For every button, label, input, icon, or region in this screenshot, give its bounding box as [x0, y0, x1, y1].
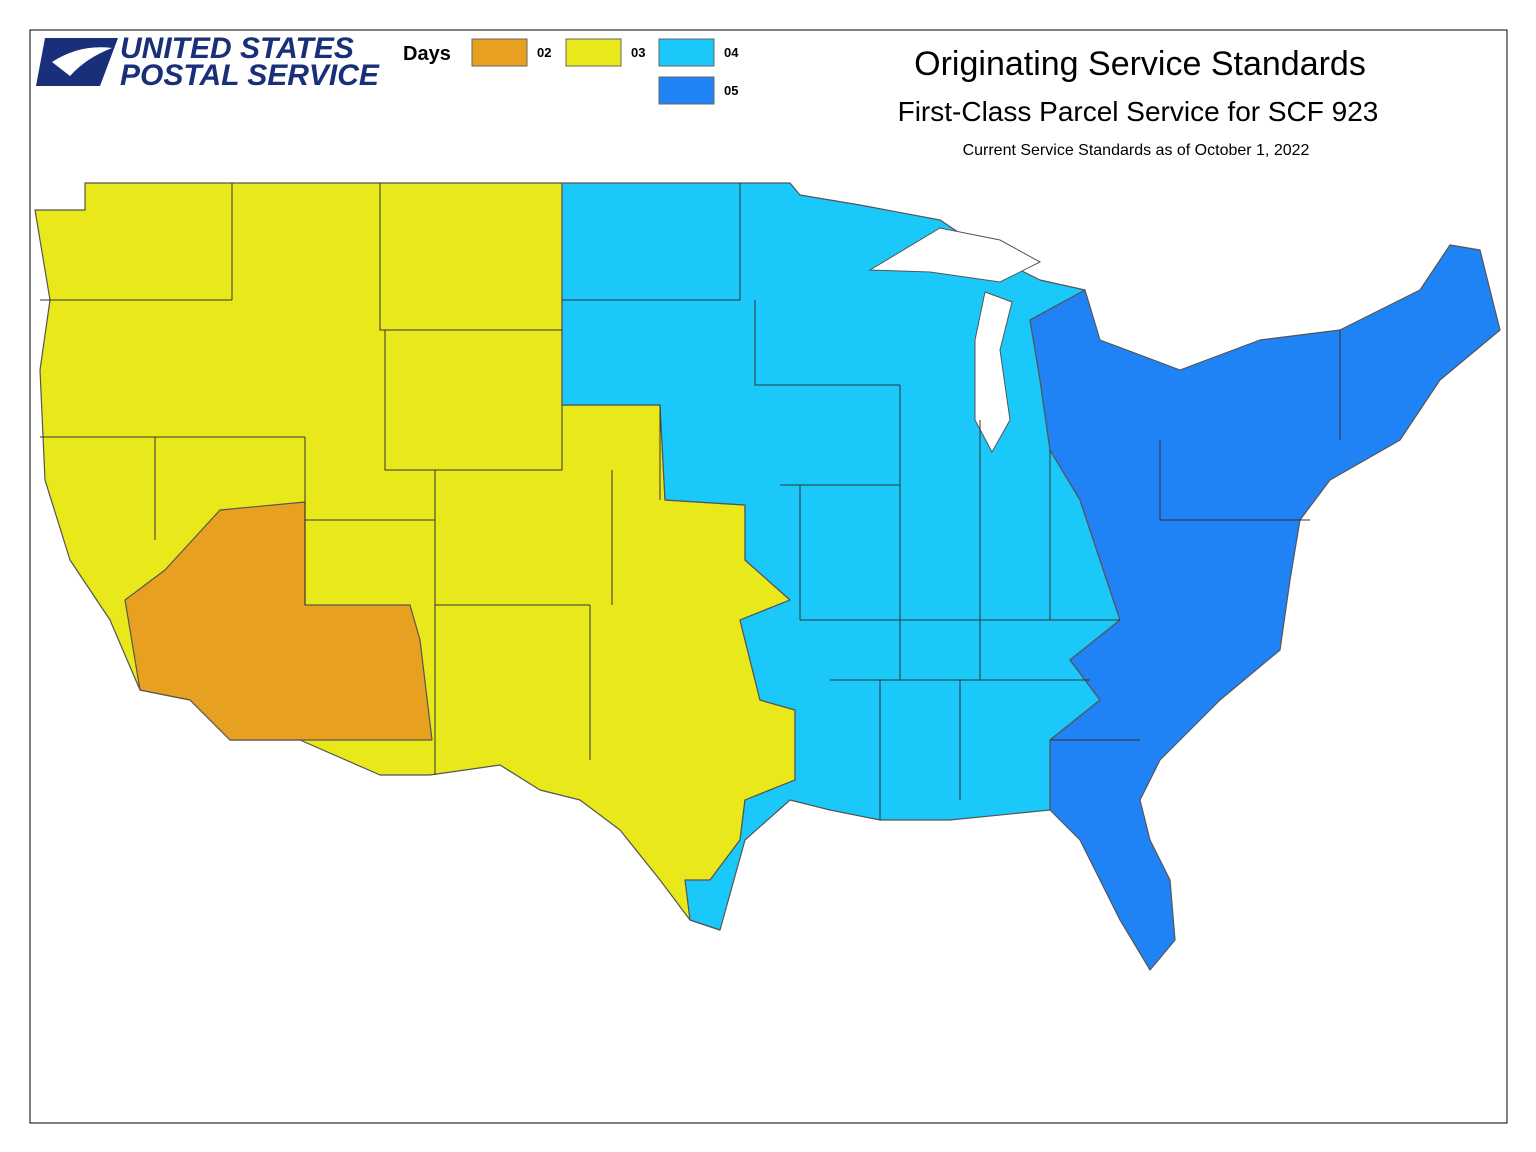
- legend-title: Days: [403, 43, 451, 65]
- legend-swatch: [658, 38, 715, 67]
- logo-line1: UNITED STATES: [120, 32, 354, 65]
- legend-swatch: [471, 38, 528, 67]
- logo-eagle: [52, 47, 112, 76]
- legend-label: 04: [724, 45, 739, 60]
- legend-swatch: [565, 38, 622, 67]
- us-map: [34, 182, 1501, 971]
- state-borders: [40, 183, 1341, 820]
- legend: Days 02 03 04 05: [403, 38, 739, 105]
- note: Current Service Standards as of October …: [963, 142, 1310, 159]
- logo-line2: POSTAL SERVICE: [120, 59, 380, 92]
- legend-label: 02: [537, 45, 551, 60]
- zone-05: [1029, 244, 1501, 971]
- subtitle: First-Class Parcel Service for SCF 923: [898, 96, 1379, 127]
- legend-label: 03: [631, 45, 645, 60]
- lake-michigan: [974, 291, 1013, 454]
- title: Originating Service Standards: [914, 45, 1366, 83]
- usps-logo: UNITED STATES POSTAL SERVICE: [36, 32, 380, 92]
- lake-superior: [868, 227, 1042, 283]
- legend-swatch: [658, 76, 715, 105]
- legend-label: 05: [724, 83, 738, 98]
- zone-02: [124, 501, 433, 741]
